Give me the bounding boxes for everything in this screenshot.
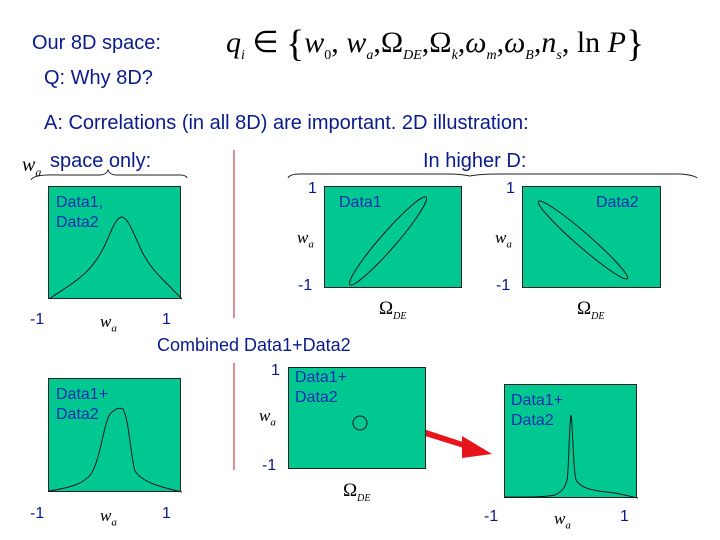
x-tick-max: 1 bbox=[162, 505, 171, 522]
y-tick-min: -1 bbox=[298, 277, 313, 294]
panel-label: Data2 bbox=[596, 194, 639, 211]
positive-correlation-ellipse bbox=[348, 196, 428, 286]
x-tick-min: -1 bbox=[30, 505, 45, 522]
x-axis-label: wa bbox=[100, 312, 117, 335]
left-section-title: space only: bbox=[50, 150, 152, 172]
panel-data2-ellipse: Data2 bbox=[522, 186, 661, 288]
x-tick-min: -1 bbox=[30, 311, 45, 328]
y-axis-label: wa bbox=[297, 228, 314, 251]
y-tick-min: -1 bbox=[496, 277, 511, 294]
x-tick-min: -1 bbox=[484, 508, 499, 525]
sharp-peak-curve bbox=[504, 414, 639, 499]
parameter-set-formula: qi ∈ {w0, wa,ΩDE,Ωk,ωm,ωB,ns, ln P} bbox=[226, 23, 645, 65]
panel-label: Data1 bbox=[339, 194, 382, 211]
panel-combined-2d: Data1+ Data2 bbox=[288, 367, 426, 469]
combined-title: Combined Data1+Data2 bbox=[157, 335, 351, 355]
panel-wa-combined: Data1+ Data2 bbox=[48, 378, 183, 493]
question-why-8d: Q: Why 8D? bbox=[44, 67, 153, 89]
heading-our-8d-space: Our 8D space: bbox=[32, 32, 161, 54]
panel-label: Data1+ Data2 bbox=[511, 392, 564, 429]
x-axis-label: wa bbox=[100, 506, 117, 529]
x-axis-label: wa bbox=[554, 509, 571, 532]
panel-label: Data1+ Data2 bbox=[295, 369, 348, 406]
x-axis-label: ΩDE bbox=[343, 480, 371, 504]
x-tick-max: 1 bbox=[162, 311, 171, 328]
answer-correlations: A: Correlations (in all 8D) are importan… bbox=[44, 112, 529, 134]
y-tick-min: -1 bbox=[262, 457, 277, 474]
y-tick-max: 1 bbox=[271, 362, 280, 379]
x-axis-label: ΩDE bbox=[577, 298, 605, 322]
y-tick-max: 1 bbox=[506, 180, 515, 197]
wa-variable-label: wa bbox=[22, 154, 42, 179]
combined-circle bbox=[352, 415, 368, 431]
medium-peak-curve bbox=[48, 407, 183, 493]
panel-wa-data1-data2: Data1, Data2 bbox=[48, 186, 183, 300]
y-axis-label: wa bbox=[259, 406, 276, 429]
panel-wa-sharp-peak: Data1+ Data2 bbox=[504, 384, 639, 499]
x-axis-label: ΩDE bbox=[379, 298, 407, 322]
negative-correlation-ellipse bbox=[537, 200, 629, 280]
x-tick-max: 1 bbox=[620, 508, 629, 525]
right-section-title: In higher D: bbox=[423, 150, 527, 172]
y-tick-max: 1 bbox=[308, 180, 317, 197]
panel-label: Data1+ Data2 bbox=[56, 386, 109, 423]
broad-peak-curve bbox=[48, 216, 183, 300]
panel-data1-ellipse: Data1 bbox=[324, 186, 462, 288]
panel-label: Data1, Data2 bbox=[56, 194, 104, 231]
y-axis-label: wa bbox=[495, 228, 512, 251]
